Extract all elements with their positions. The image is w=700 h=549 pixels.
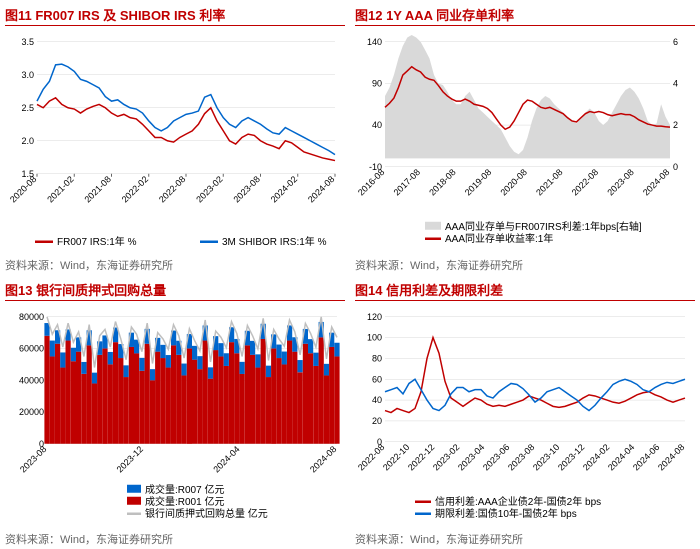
svg-text:20: 20 (372, 415, 382, 425)
source-13: 资料来源：Wind，东海证券研究所 (5, 529, 345, 547)
svg-text:3M SHIBOR IRS:1年 %: 3M SHIBOR IRS:1年 % (222, 235, 327, 248)
svg-text:20000: 20000 (19, 407, 44, 417)
title-13: 图13 银行间质押式回购总量 (5, 278, 345, 301)
chart-13: 0200004000060000800002023-082023-122024-… (5, 303, 345, 530)
svg-text:100: 100 (367, 332, 382, 342)
svg-text:6: 6 (673, 37, 678, 47)
svg-text:120: 120 (367, 311, 382, 321)
svg-text:2023-08: 2023-08 (231, 174, 261, 204)
svg-text:AAA同业存单与FR007IRS利差:1年bps[右轴]: AAA同业存单与FR007IRS利差:1年bps[右轴] (445, 220, 642, 233)
svg-text:2022-08: 2022-08 (570, 167, 600, 197)
svg-text:2024-08: 2024-08 (656, 442, 686, 472)
svg-text:2023-04: 2023-04 (456, 442, 486, 472)
svg-text:2024-02: 2024-02 (581, 442, 611, 472)
svg-text:2022-12: 2022-12 (406, 442, 436, 472)
source-14: 资料来源：Wind，东海证券研究所 (355, 529, 695, 547)
svg-text:2022-08: 2022-08 (356, 442, 386, 472)
svg-text:2019-08: 2019-08 (463, 167, 493, 197)
svg-text:2: 2 (673, 120, 678, 130)
svg-text:银行间质押式回购总量 亿元: 银行间质押式回购总量 亿元 (145, 506, 268, 519)
svg-text:信用利差:AAA企业债2年-国债2年 bps: 信用利差:AAA企业债2年-国债2年 bps (435, 494, 601, 507)
panel-11: 图11 FR007 IRS 及 SHIBOR IRS 利率 1.52.02.53… (0, 0, 350, 275)
svg-text:2024-02: 2024-02 (269, 174, 299, 204)
svg-text:2024-06: 2024-06 (631, 442, 661, 472)
svg-text:2022-10: 2022-10 (381, 442, 411, 472)
svg-text:2023-02: 2023-02 (194, 174, 224, 204)
source-11: 资料来源：Wind，东海证券研究所 (5, 255, 345, 273)
svg-text:140: 140 (367, 37, 382, 47)
svg-text:FR007 IRS:1年 %: FR007 IRS:1年 % (57, 235, 137, 248)
svg-text:2024-08: 2024-08 (308, 444, 338, 474)
svg-text:2024-08: 2024-08 (306, 174, 336, 204)
svg-text:2024-04: 2024-04 (606, 442, 636, 472)
svg-text:2022-02: 2022-02 (120, 174, 150, 204)
svg-text:80000: 80000 (19, 311, 44, 321)
svg-text:2023-08: 2023-08 (506, 442, 536, 472)
chart-14: 0204060801001202022-082022-102022-122023… (355, 303, 695, 530)
title-14: 图14 信用利差及期限利差 (355, 278, 695, 301)
panel-13: 图13 银行间质押式回购总量 0200004000060000800002023… (0, 275, 350, 549)
svg-text:2023-12: 2023-12 (556, 442, 586, 472)
svg-text:60: 60 (372, 374, 382, 384)
panel-14: 图14 信用利差及期限利差 0204060801001202022-082022… (350, 275, 700, 549)
title-12: 图12 1Y AAA 同业存单利率 (355, 3, 695, 26)
chart-12: -10409014002462016-082017-082018-082019-… (355, 28, 695, 255)
svg-text:成交量:R001 亿元: 成交量:R001 亿元 (145, 494, 224, 507)
svg-text:60000: 60000 (19, 343, 44, 353)
svg-text:2023-12: 2023-12 (115, 444, 145, 474)
svg-text:2020-08: 2020-08 (498, 167, 528, 197)
svg-text:成交量:R007 亿元: 成交量:R007 亿元 (145, 482, 224, 495)
svg-text:2024-04: 2024-04 (211, 444, 241, 474)
chart-11: 1.52.02.53.03.52020-082021-022021-082022… (5, 28, 345, 255)
svg-text:0: 0 (673, 162, 678, 172)
svg-text:40000: 40000 (19, 375, 44, 385)
svg-text:90: 90 (372, 78, 382, 88)
svg-text:2023-08: 2023-08 (18, 444, 48, 474)
svg-text:2.5: 2.5 (21, 103, 34, 113)
svg-text:40: 40 (372, 395, 382, 405)
svg-text:2023-06: 2023-06 (481, 442, 511, 472)
svg-text:40: 40 (372, 120, 382, 130)
svg-text:3.0: 3.0 (21, 70, 34, 80)
svg-text:2.0: 2.0 (21, 136, 34, 146)
svg-text:4: 4 (673, 78, 678, 88)
svg-text:期限利差:国债10年-国债2年 bps: 期限利差:国债10年-国债2年 bps (435, 506, 577, 519)
svg-text:2021-08: 2021-08 (534, 167, 564, 197)
svg-text:80: 80 (372, 353, 382, 363)
svg-text:2023-02: 2023-02 (431, 442, 461, 472)
svg-text:AAA同业存单收益率:1年: AAA同业存单收益率:1年 (445, 232, 553, 245)
svg-text:2018-08: 2018-08 (427, 167, 457, 197)
svg-text:2021-02: 2021-02 (45, 174, 75, 204)
source-12: 资料来源：Wind，东海证券研究所 (355, 255, 695, 273)
svg-text:2023-08: 2023-08 (605, 167, 635, 197)
panel-12: 图12 1Y AAA 同业存单利率 -10409014002462016-082… (350, 0, 700, 275)
svg-text:2023-10: 2023-10 (531, 442, 561, 472)
svg-text:2021-08: 2021-08 (82, 174, 112, 204)
svg-text:3.5: 3.5 (21, 37, 34, 47)
svg-text:2024-08: 2024-08 (641, 167, 671, 197)
svg-text:2022-08: 2022-08 (157, 174, 187, 204)
svg-text:2017-08: 2017-08 (392, 167, 422, 197)
title-11: 图11 FR007 IRS 及 SHIBOR IRS 利率 (5, 3, 345, 26)
